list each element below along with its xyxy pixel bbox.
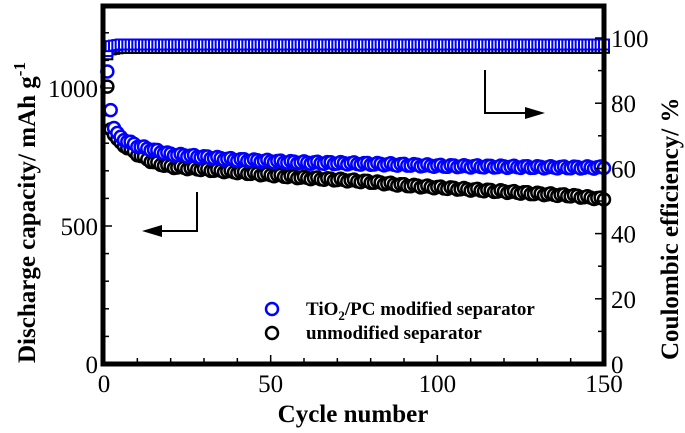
right-arrow-icon (484, 70, 545, 119)
y2-tick-label: 60 (611, 156, 636, 183)
y2-tick-label: 0 (611, 352, 624, 379)
y-tick-label: 1000 (48, 76, 98, 103)
legend-marker-black-icon (264, 325, 280, 341)
x-tick-label: 0 (98, 371, 111, 398)
series-1 (100, 79, 612, 207)
y2-tick-label: 100 (611, 26, 649, 53)
left-arrow-icon (142, 192, 198, 237)
legend-label-unmodified: unmodified separator (306, 323, 482, 344)
series-2 (101, 38, 610, 58)
y-tick-label: 500 (61, 214, 99, 241)
plot-frame (100, 3, 607, 367)
series-0 (100, 64, 612, 176)
y2-tick-label: 80 (611, 91, 636, 118)
x-tick-label: 50 (258, 371, 283, 398)
y2-tick-label: 20 (611, 287, 636, 314)
y-axis-title: Discharge capacity/ mAh g-1 (10, 62, 41, 363)
legend-marker-blue-icon (264, 301, 280, 317)
y2-axis-title: Coulombic efficiency/ % (657, 98, 684, 360)
data-point (103, 102, 118, 118)
y-tick-label: 0 (86, 352, 99, 379)
y2-tick-label: 40 (611, 222, 636, 249)
legend: TiO2/PC modified separator unmodified se… (264, 299, 535, 344)
legend-label-tio2: TiO2/PC modified separator (306, 299, 535, 323)
x-tick-label: 150 (585, 371, 623, 398)
x-axis-title: Cycle number (278, 401, 429, 428)
data-series (100, 38, 612, 207)
x-tick-label: 100 (419, 371, 457, 398)
